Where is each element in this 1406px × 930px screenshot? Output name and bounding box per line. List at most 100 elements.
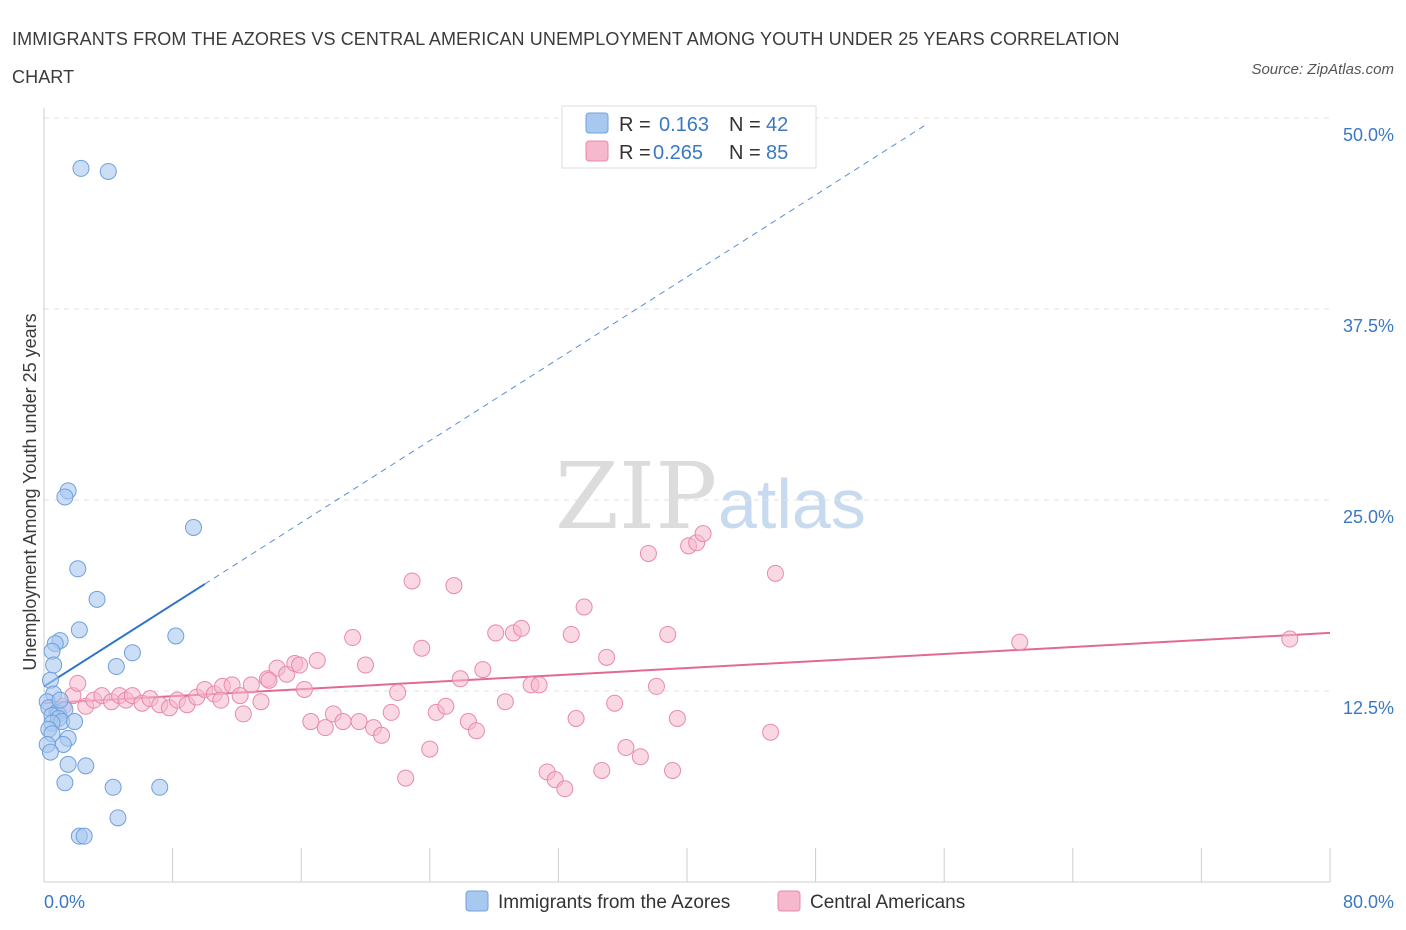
point-azores-37	[151, 778, 169, 796]
gridlines	[44, 117, 1330, 692]
legend-swatch-azores	[585, 112, 609, 134]
point-central-41	[382, 703, 400, 721]
point-azores-36	[104, 778, 122, 796]
point-azores-1	[99, 162, 117, 180]
point-central-35	[334, 713, 352, 731]
point-central-42	[389, 684, 407, 702]
point-central-71	[639, 544, 657, 562]
watermark-atlas: atlas	[718, 465, 866, 543]
point-central-30	[295, 680, 313, 698]
series-azores	[38, 159, 202, 845]
point-azores-13	[45, 656, 63, 674]
point-azores-34	[77, 757, 95, 775]
y-axis-tick-labels: 12.5% 25.0% 37.5% 50.0%	[1343, 125, 1394, 718]
bottom-legend-label-central: Central Americans	[810, 892, 965, 913]
point-azores-31	[54, 735, 72, 753]
point-azores-40	[75, 827, 93, 845]
point-central-74	[664, 761, 682, 779]
point-central-67	[598, 648, 616, 666]
legend-central-n-value: 85	[766, 142, 788, 164]
point-azores-8	[167, 627, 185, 645]
bottom-legend-label-azores: Immigrants from the Azores	[498, 892, 730, 913]
point-azores-5	[69, 560, 87, 578]
point-central-50	[451, 670, 469, 688]
x-tick-label-max: 80.0%	[1343, 892, 1394, 912]
y-tick-label-0: 12.5%	[1343, 698, 1394, 718]
point-central-36	[344, 629, 362, 647]
point-central-32	[308, 651, 326, 669]
legend-azores-r-label: R =	[619, 114, 651, 136]
point-central-81	[1011, 633, 1029, 651]
point-azores-35	[56, 774, 74, 792]
point-azores-3	[56, 488, 74, 506]
legend-azores-n-value: 42	[766, 114, 788, 136]
point-central-72	[647, 677, 665, 695]
watermark-zip: ZIP	[555, 443, 717, 550]
point-central-46	[421, 740, 439, 758]
point-central-33	[316, 719, 334, 737]
point-central-84	[212, 691, 230, 709]
point-central-70	[631, 748, 649, 766]
point-central-75	[668, 710, 686, 728]
point-central-23	[242, 676, 260, 694]
y-tick-label-3: 50.0%	[1343, 125, 1394, 145]
chart-title: IMMIGRANTS FROM THE AZORES VS CENTRAL AM…	[12, 29, 1120, 87]
point-central-80	[762, 723, 780, 741]
point-central-66	[593, 761, 611, 779]
legend-azores-r-value: 0.163	[659, 114, 709, 136]
point-azores-38	[109, 809, 127, 827]
point-central-29	[291, 656, 309, 674]
point-central-49	[445, 577, 463, 595]
watermark: ZIP atlas	[555, 443, 866, 550]
legend-central-r-value: 0.265	[653, 142, 703, 164]
trend-lines	[43, 122, 1331, 705]
point-central-31	[302, 713, 320, 731]
point-central-2	[69, 674, 87, 692]
point-central-62	[556, 780, 574, 798]
point-central-37	[350, 713, 368, 731]
y-tick-label-2: 37.5%	[1343, 316, 1394, 336]
point-central-73	[659, 625, 677, 643]
point-central-69	[617, 739, 635, 757]
trend-line-central	[43, 631, 1331, 705]
point-azores-6	[88, 590, 106, 608]
series-central-americans	[54, 525, 1299, 798]
bottom-legend-swatch-azores	[465, 890, 489, 912]
legend-azores-n-label: N =	[729, 114, 761, 136]
point-central-63	[562, 625, 580, 643]
y-axis-title: Unemployment Among Youth under 25 years	[20, 313, 40, 670]
point-central-65	[575, 598, 593, 616]
legend-central-n-label: N =	[729, 142, 761, 164]
point-central-43	[397, 769, 415, 787]
point-central-45	[413, 639, 431, 657]
point-azores-7	[70, 621, 88, 639]
point-central-64	[567, 710, 585, 728]
trend-line-azores	[43, 583, 206, 688]
point-central-83	[260, 671, 278, 689]
top-legend: R = 0.163 N = 42 R = 0.265 N = 85	[561, 105, 817, 169]
point-central-54	[487, 624, 505, 642]
point-central-55	[496, 693, 514, 711]
point-azores-41	[51, 691, 69, 709]
x-tick-label-min: 0.0%	[44, 892, 85, 912]
point-central-22	[234, 705, 252, 723]
x-axis-ticks	[43, 848, 1331, 882]
bottom-legend: Immigrants from the Azores Central Ameri…	[465, 890, 965, 913]
source-label: Source: ZipAtlas.com	[1251, 61, 1394, 78]
legend-swatch-central	[585, 140, 609, 162]
point-azores-14	[107, 658, 125, 676]
point-central-48	[437, 697, 455, 715]
point-azores-0	[72, 159, 90, 177]
point-azores-12	[123, 644, 141, 662]
bottom-legend-swatch-central	[777, 890, 801, 912]
point-central-59	[530, 676, 548, 694]
legend-central-r-label: R =	[619, 142, 651, 164]
point-central-38	[357, 656, 374, 674]
point-central-52	[467, 722, 485, 740]
point-central-44	[403, 572, 421, 590]
point-central-82	[1281, 630, 1299, 648]
point-central-53	[474, 661, 492, 679]
point-central-68	[606, 694, 624, 712]
point-central-79	[766, 564, 784, 582]
